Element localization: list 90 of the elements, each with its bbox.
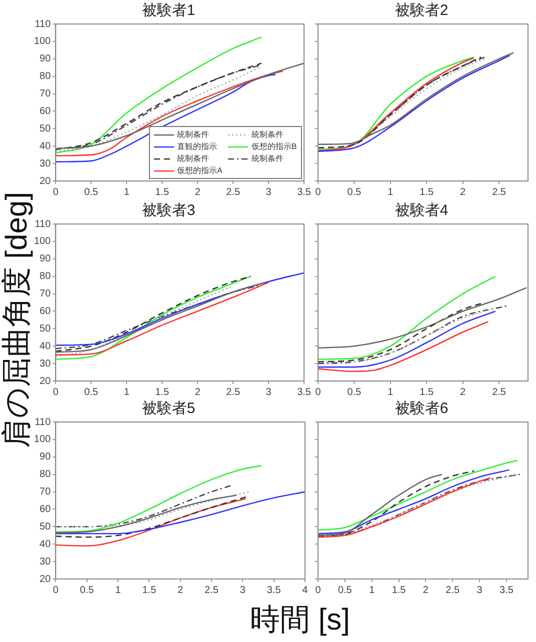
x-tick-label: 2 <box>460 186 466 198</box>
x-tick-label: 1.5 <box>420 386 434 398</box>
x-tick-label: 1.5 <box>142 584 157 596</box>
x-tick-label: 4 <box>302 584 308 596</box>
y-tick-label: 100 <box>34 236 52 248</box>
legend-label: 仮想的指示B <box>251 141 297 152</box>
x-tick-label: 1.5 <box>155 386 170 398</box>
y-tick-label: 20 <box>40 176 52 187</box>
x-tick-label: 3 <box>476 584 483 596</box>
x-tick-label: 2 <box>178 584 184 596</box>
x-tick-label: 2.5 <box>226 186 240 198</box>
y-tick-label: 90 <box>40 452 52 463</box>
x-tick-label: 0 <box>52 584 59 596</box>
x-tick-label: 2 <box>422 584 429 596</box>
chart-title: 被験者1 <box>142 2 196 20</box>
chart-title: 被験者6 <box>394 400 448 418</box>
y-tick-label: 90 <box>40 54 52 65</box>
x-tick-label: 2.5 <box>492 186 506 198</box>
x-tick-label: 1 <box>388 386 394 398</box>
legend-label: 統制条件 <box>177 129 210 140</box>
x-tick-label: 1 <box>388 186 394 198</box>
y-tick-label: 60 <box>40 106 52 117</box>
x-tick-label: 3.5 <box>266 584 282 596</box>
x-tick-label: 1 <box>124 186 130 198</box>
y-tick-label: 110 <box>34 218 52 230</box>
y-tick-label: 80 <box>40 469 52 480</box>
x-tick-label: 1 <box>115 584 122 596</box>
x-tick-label: 0 <box>52 186 59 198</box>
legend-label: 統制条件 <box>251 153 284 164</box>
y-tick-label: 70 <box>40 486 52 498</box>
y-tick-label: 20 <box>40 376 52 387</box>
x-tick-label: 0 <box>52 386 59 398</box>
x-tick-label: 3.5 <box>297 386 312 398</box>
y-tick-label: 110 <box>34 18 52 30</box>
x-tick-label: 2 <box>194 386 201 398</box>
y-tick-label: 60 <box>40 504 52 515</box>
y-tick-label: 80 <box>40 271 52 282</box>
y-tick-label: 60 <box>40 306 52 317</box>
y-tick-label: 50 <box>40 123 52 134</box>
legend-label: 統制条件 <box>251 129 284 140</box>
x-tick-label: 0.5 <box>84 386 99 398</box>
x-tick-label: 0.5 <box>347 386 362 398</box>
y-tick-label: 30 <box>40 158 52 170</box>
x-tick-label: 0 <box>315 386 322 398</box>
y-tick-label: 50 <box>40 521 52 532</box>
y-tick-label: 30 <box>40 358 52 370</box>
legend-label: 直観的指示 <box>177 141 218 152</box>
x-tick-label: 1 <box>369 584 376 596</box>
x-tick-label: 3.5 <box>297 186 312 198</box>
y-tick-label: 40 <box>40 140 52 152</box>
legend-label: 統制条件 <box>177 153 210 164</box>
x-tick-label: 2.5 <box>226 386 240 398</box>
x-tick-label: 0.5 <box>347 186 362 198</box>
x-tick-label: 1.5 <box>155 186 170 198</box>
y-tick-label: 100 <box>34 434 52 446</box>
x-tick-label: 1.5 <box>420 186 434 198</box>
x-tick-label: 3 <box>266 386 272 398</box>
y-tick-label: 80 <box>40 71 52 82</box>
y-axis-title: 肩の屈曲角度 [deg] <box>0 192 34 448</box>
y-tick-label: 30 <box>40 556 52 568</box>
chart-title: 被験者3 <box>142 202 196 220</box>
chart-title: 被験者2 <box>394 2 448 20</box>
y-tick-label: 70 <box>40 288 52 300</box>
y-tick-label: 110 <box>34 416 52 428</box>
y-tick-label: 40 <box>40 340 52 352</box>
x-tick-label: 1.5 <box>392 584 406 596</box>
y-tick-label: 70 <box>40 88 52 100</box>
chart-title: 被験者5 <box>142 400 196 418</box>
x-tick-label: 2.5 <box>204 584 219 596</box>
chart-title: 被験者4 <box>394 202 448 220</box>
y-tick-label: 90 <box>40 254 52 265</box>
x-tick-label: 3 <box>240 584 246 596</box>
x-tick-label: 0 <box>315 186 322 198</box>
x-tick-label: 0.5 <box>84 186 99 198</box>
x-tick-label: 2 <box>194 186 201 198</box>
y-tick-label: 50 <box>40 323 52 334</box>
x-tick-label: 3.5 <box>500 584 514 596</box>
y-tick-label: 100 <box>34 36 52 48</box>
x-tick-label: 0.5 <box>80 584 94 596</box>
x-tick-label: 1 <box>124 386 130 398</box>
x-tick-label: 3 <box>266 186 272 198</box>
x-tick-label: 0 <box>315 584 322 596</box>
x-tick-label: 2 <box>460 386 466 398</box>
x-tick-label: 2.5 <box>492 386 506 398</box>
x-tick-label: 2.5 <box>446 584 460 596</box>
legend-label: 仮想的指示A <box>177 165 222 176</box>
y-tick-label: 40 <box>40 538 52 550</box>
x-tick-label: 0.5 <box>338 584 352 596</box>
x-axis-title: 時間 [s] <box>250 602 350 638</box>
y-tick-label: 20 <box>40 574 52 585</box>
